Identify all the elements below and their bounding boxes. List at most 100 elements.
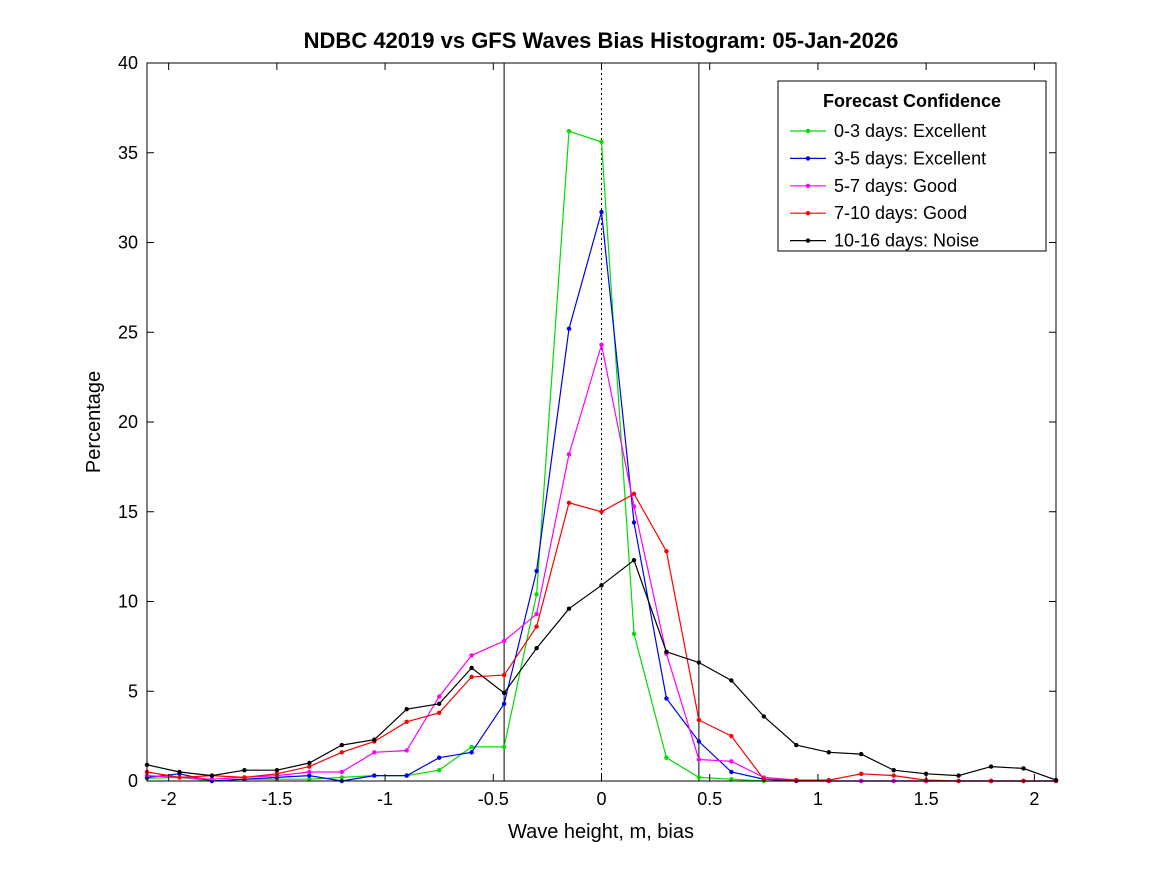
data-point [469,674,474,680]
y-tick-label: 5 [128,681,138,701]
data-point [664,649,669,654]
data-point [566,606,572,611]
data-point [307,760,312,766]
chart-title: NDBC 42019 vs GFS Waves Bias Histogram: … [304,28,899,53]
data-point [729,777,734,782]
y-tick-label: 20 [118,412,138,432]
data-point [631,491,637,496]
x-axis-label: Wave height, m, bias [508,821,694,843]
data-point [956,773,961,778]
data-point [664,755,669,760]
data-point [566,326,572,331]
data-point [891,768,896,773]
data-point [339,775,344,780]
y-tick-label: 35 [118,143,138,163]
x-tick-label: -0.5 [478,789,509,809]
data-point [404,719,409,724]
data-point [664,696,669,701]
data-point [501,744,507,750]
data-point [599,583,604,588]
data-point [404,707,409,712]
data-point [859,751,864,757]
legend-item-0-3-days-excellent: 0-3 days: Excellent [790,121,986,141]
data-point [307,769,312,775]
legend-marker-dot [805,156,811,161]
x-tick-label: 1.5 [914,789,939,809]
data-point [534,592,539,597]
legend-marker-dot [805,211,811,216]
legend-item-label: 0-3 days: Excellent [834,121,986,141]
data-point [242,768,247,773]
data-point [923,771,929,776]
data-point [177,769,182,775]
data-point [469,665,474,671]
data-point [437,710,442,715]
data-point [696,717,702,723]
data-point [209,773,215,778]
x-tick-label: 0 [596,789,606,809]
y-tick-label: 40 [118,53,138,73]
data-point [696,660,702,665]
data-point [664,549,669,554]
data-point [534,568,539,574]
y-tick-label: 10 [118,592,138,612]
data-point [274,768,280,773]
legend-item-label: 7-10 days: Good [834,203,967,223]
data-point [534,624,539,629]
legend-item-10-16-days-noise: 10-16 days: Noise [790,231,979,251]
data-point [696,757,702,762]
data-point [469,744,474,750]
data-point [631,631,637,636]
y-tick-label: 15 [118,502,138,522]
data-point [501,701,507,706]
legend-marker-dot [805,128,811,134]
legend-item-7-10-days-good: 7-10 days: Good [790,203,967,223]
data-point [599,342,604,347]
legend-item-label: 5-7 days: Good [834,176,957,196]
data-point [339,750,344,755]
legend-item-label: 10-16 days: Noise [834,231,979,251]
data-point [826,750,831,755]
data-point [372,750,377,755]
data-point [534,611,539,617]
data-point [631,520,637,525]
data-point [177,775,182,780]
data-point [599,139,604,145]
data-point [469,653,474,658]
data-point [794,742,799,748]
data-point [274,771,280,776]
data-point [696,775,702,780]
legend-box [777,80,1047,252]
data-point [729,733,734,739]
y-tick-label: 25 [118,322,138,342]
legend-item-3-5-days-excellent: 3-5 days: Excellent [790,148,986,168]
data-point [339,769,344,775]
data-point [209,777,215,782]
data-point [242,775,247,780]
data-point [631,558,637,563]
data-point [1021,766,1026,771]
data-point [437,755,442,760]
data-point [404,773,409,778]
data-point [566,452,572,457]
data-point [761,714,766,719]
data-point [599,209,604,215]
legend-item-5-7-days-good: 5-7 days: Good [790,176,957,196]
data-point [437,701,442,706]
x-tick-label: 1 [813,789,823,809]
x-tick-label: 2 [1029,789,1039,809]
data-point [372,773,377,778]
data-point [501,638,507,644]
x-axis-ticks: -2 -1.5 -1 -0.5 0 0.5 1 1.5 2 [161,63,1039,809]
data-point [794,777,799,783]
data-point [307,773,312,778]
y-tick-label: 0 [128,771,138,791]
legend-item-label: 3-5 days: Excellent [834,148,986,168]
data-point [826,777,831,783]
data-point [534,646,539,651]
data-point [761,777,766,782]
y-axis-ticks: 0 5 10 15 20 25 30 35 40 [118,53,1056,791]
data-point [307,764,312,769]
legend-marker-dot [805,238,811,243]
